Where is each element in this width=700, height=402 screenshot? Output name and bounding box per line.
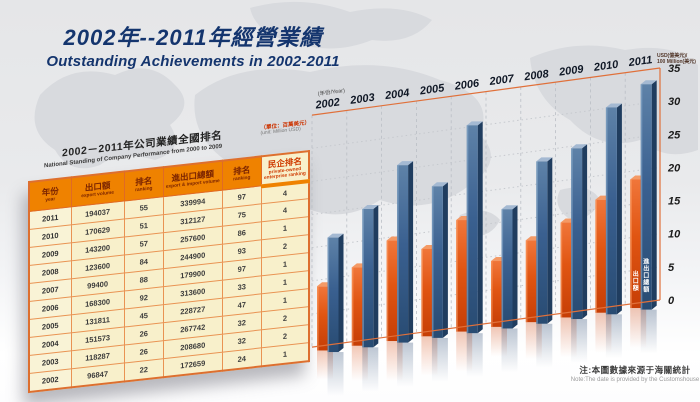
svg-text:100 Million(美元): 100 Million(美元) bbox=[657, 58, 696, 65]
page-title-en: Outstanding Achievements in 2002-2011 bbox=[46, 53, 340, 70]
svg-text:35: 35 bbox=[668, 63, 681, 75]
svg-text:總: 總 bbox=[643, 279, 649, 287]
chart-frame bbox=[311, 67, 661, 348]
svg-text:2006: 2006 bbox=[453, 77, 481, 92]
svg-text:出: 出 bbox=[643, 265, 649, 273]
svg-text:2009: 2009 bbox=[557, 63, 585, 78]
svg-text:2003: 2003 bbox=[349, 92, 376, 107]
svg-text:USD(億美元)/: USD(億美元)/ bbox=[657, 52, 688, 59]
svg-text:5: 5 bbox=[668, 262, 675, 274]
source-note-zh: 注:本圖數據來源于海關統計 bbox=[579, 365, 691, 375]
svg-text:進: 進 bbox=[643, 258, 650, 266]
svg-text:2002: 2002 bbox=[314, 96, 341, 111]
svg-text:0: 0 bbox=[668, 295, 675, 307]
svg-text:10: 10 bbox=[668, 229, 681, 241]
svg-text:2008: 2008 bbox=[523, 68, 551, 83]
page-title: 2002年--2011年經營業績 Outstanding Achievement… bbox=[28, 20, 358, 70]
svg-text:15: 15 bbox=[668, 196, 681, 208]
svg-text:額: 額 bbox=[642, 286, 649, 294]
svg-text:25: 25 bbox=[667, 129, 681, 141]
svg-text:額: 額 bbox=[632, 284, 639, 292]
svg-text:2010: 2010 bbox=[592, 59, 620, 74]
svg-text:口: 口 bbox=[633, 278, 639, 285]
source-note-en: Note:The date is provided by the Customs… bbox=[570, 377, 700, 383]
svg-text:(年份/Year): (年份/Year) bbox=[317, 86, 345, 98]
svg-text:出: 出 bbox=[633, 270, 639, 278]
svg-text:2005: 2005 bbox=[418, 82, 446, 97]
svg-text:2004: 2004 bbox=[383, 87, 410, 102]
svg-text:口: 口 bbox=[643, 273, 649, 280]
svg-text:20: 20 bbox=[667, 162, 681, 174]
chart-bars bbox=[317, 80, 657, 397]
svg-text:2011: 2011 bbox=[627, 54, 653, 69]
svg-text:2007: 2007 bbox=[488, 73, 516, 88]
svg-text:30: 30 bbox=[668, 96, 681, 108]
page-title-zh: 2002年--2011年經營業績 bbox=[63, 25, 323, 50]
source-note: 注:本圖數據來源于海關統計 Note:The date is provided … bbox=[545, 364, 700, 383]
